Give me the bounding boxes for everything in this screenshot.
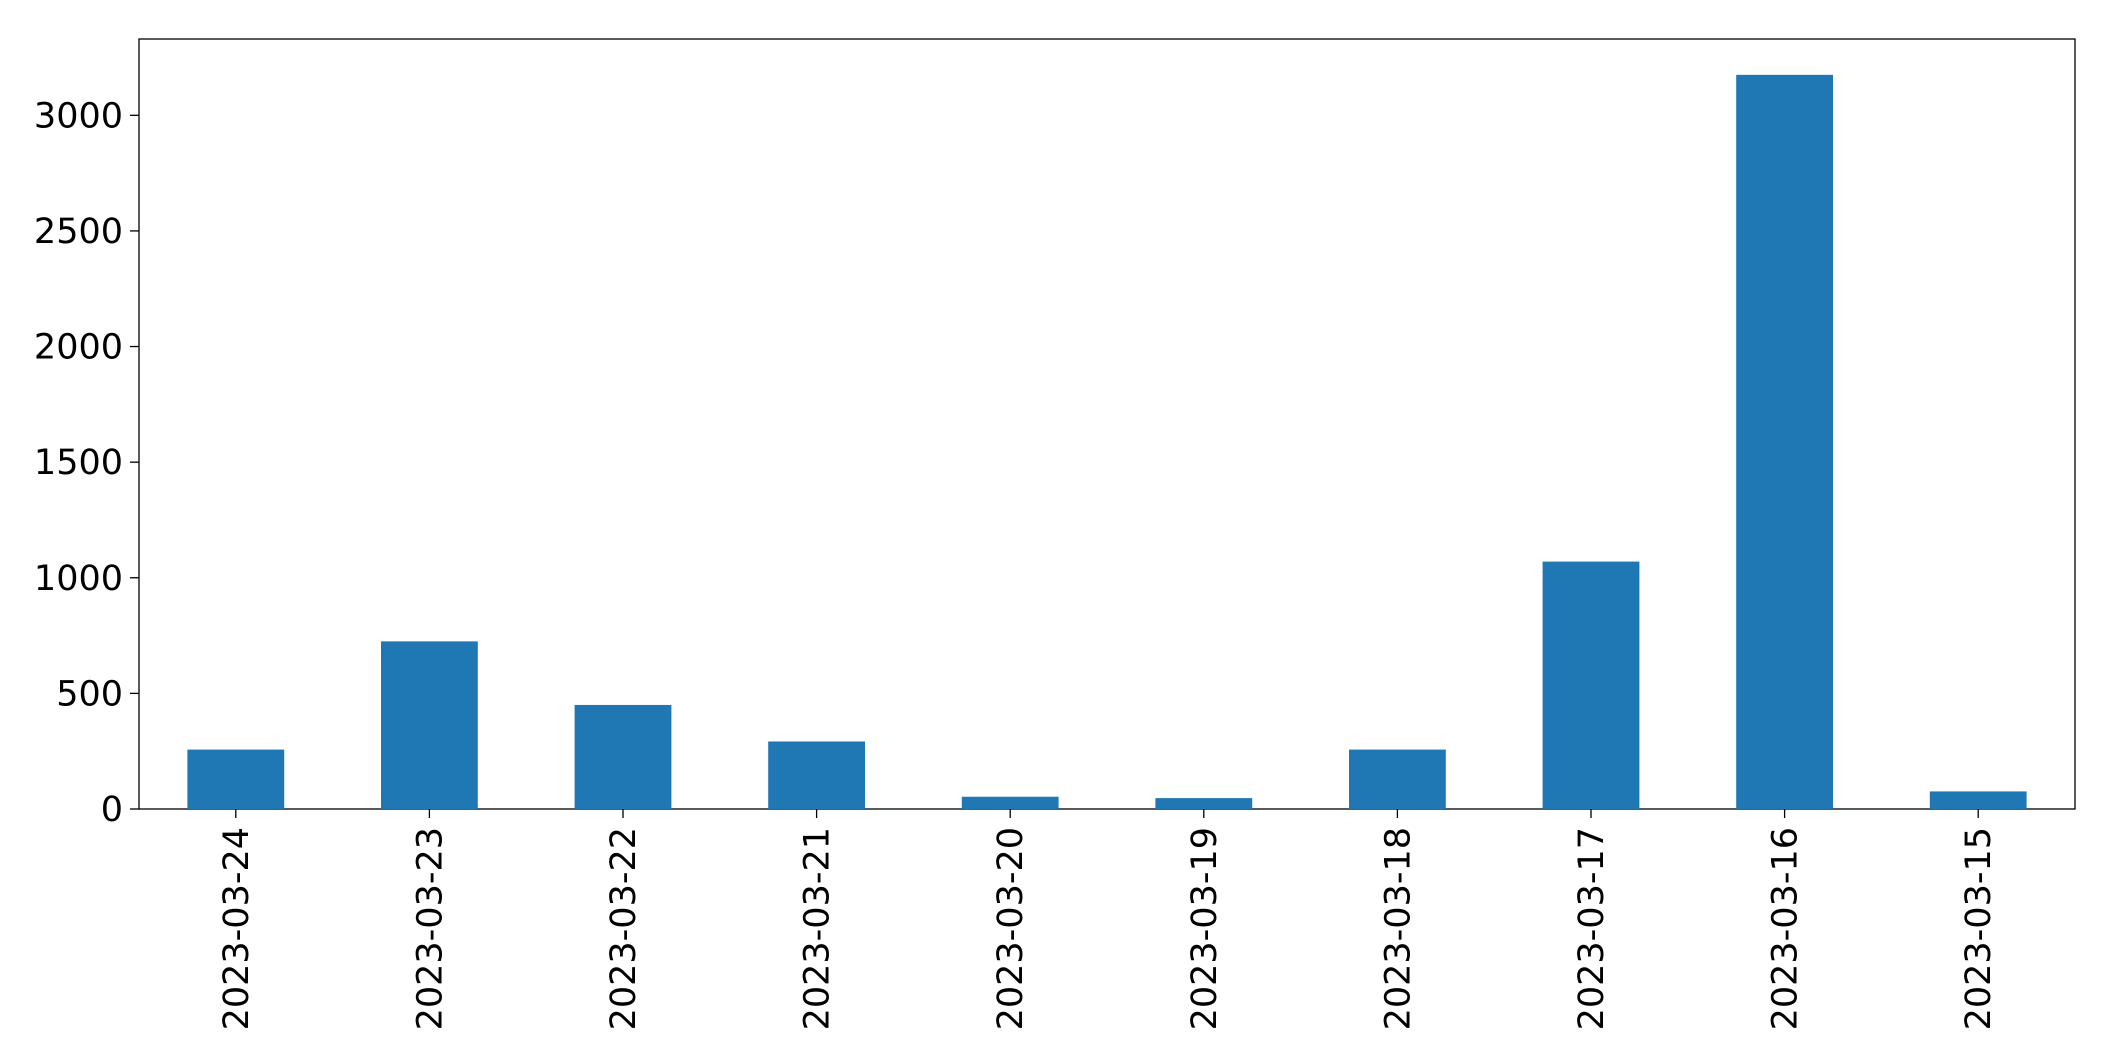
bar (1349, 749, 1446, 809)
x-tick-label: 2023-03-22 (604, 827, 644, 1030)
y-tick-label: 1000 (34, 559, 123, 599)
bar (768, 741, 865, 809)
x-tick-label: 2023-03-23 (410, 827, 450, 1030)
bar (574, 704, 672, 809)
bar (961, 796, 1059, 809)
x-tick-label: 2023-03-16 (1766, 827, 1806, 1030)
bar (187, 749, 285, 809)
x-tick-label: 2023-03-24 (217, 827, 257, 1030)
x-tick-label: 2023-03-21 (798, 827, 838, 1030)
x-tick-label: 2023-03-17 (1572, 827, 1612, 1030)
plot-frame (138, 38, 2076, 810)
bar (1542, 561, 1640, 809)
x-tick-label: 2023-03-19 (1185, 827, 1225, 1030)
y-tick-label: 500 (56, 674, 123, 714)
y-tick-label: 2500 (34, 212, 123, 252)
x-tick-label: 2023-03-15 (1959, 827, 1999, 1030)
x-tick-label: 2023-03-20 (991, 827, 1031, 1030)
y-tick-label: 0 (101, 790, 123, 830)
y-tick-label: 2000 (34, 328, 123, 368)
y-tick-label: 3000 (34, 96, 123, 136)
bar (1929, 791, 2027, 809)
y-tick-label: 1500 (34, 443, 123, 483)
x-tick-label: 2023-03-18 (1378, 827, 1418, 1030)
bar (1736, 74, 1833, 810)
bar (1155, 798, 1253, 809)
bar (381, 641, 478, 809)
